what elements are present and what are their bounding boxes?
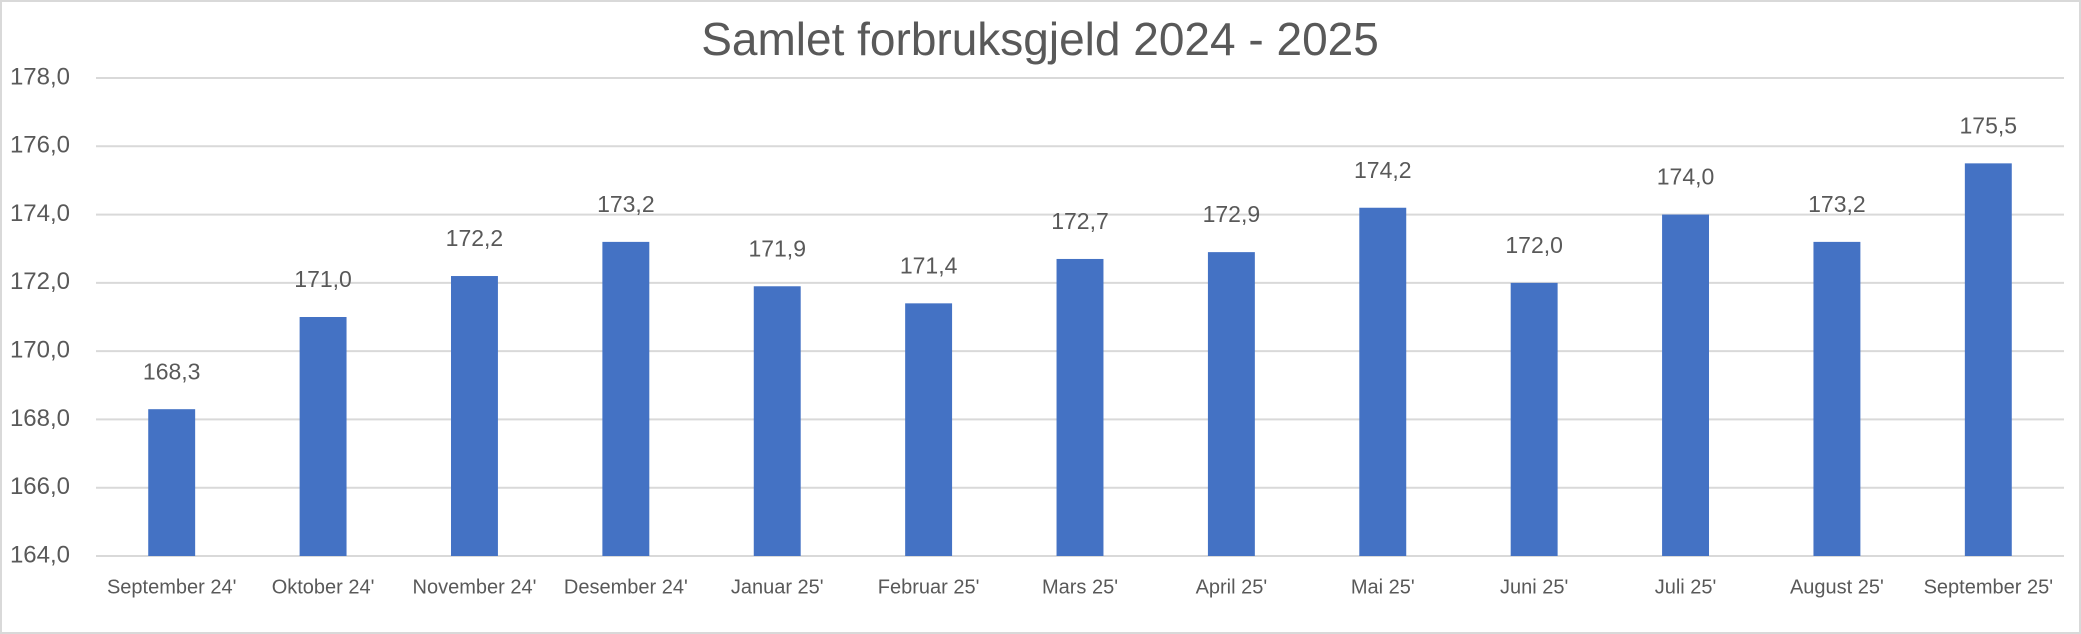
value-label: 173,2 — [597, 191, 655, 217]
bar — [148, 409, 196, 556]
x-tick-label: September 24' — [107, 576, 236, 598]
value-label: 174,2 — [1354, 157, 1412, 183]
x-tick-label: November 24' — [413, 576, 537, 598]
x-tick-label: Juni 25' — [1500, 576, 1568, 598]
value-label: 175,5 — [1960, 112, 2018, 138]
x-tick-label: Mai 25' — [1351, 576, 1415, 598]
x-tick-label: April 25' — [1196, 576, 1268, 598]
chart-title: Samlet forbruksgjeld 2024 - 2025 — [701, 13, 1379, 65]
bar — [1056, 258, 1104, 556]
y-tick-label: 174,0 — [10, 200, 70, 227]
bar — [753, 286, 801, 556]
y-tick-label: 172,0 — [10, 268, 70, 295]
bar — [299, 317, 347, 556]
value-label: 171,9 — [748, 235, 806, 261]
bar — [1510, 282, 1558, 556]
y-tick-label: 170,0 — [10, 336, 70, 363]
bar — [1359, 207, 1407, 556]
value-label: 173,2 — [1808, 191, 1866, 217]
bar — [1207, 252, 1255, 556]
x-tick-label: Februar 25' — [878, 576, 980, 598]
bar — [1964, 163, 2012, 556]
bar — [1662, 214, 1710, 557]
bar — [602, 241, 650, 556]
y-tick-label: 176,0 — [10, 132, 70, 159]
bar — [450, 276, 498, 556]
bar — [905, 303, 953, 556]
value-label: 172,7 — [1051, 208, 1109, 234]
y-tick-label: 168,0 — [10, 405, 70, 432]
x-tick-label: August 25' — [1790, 576, 1884, 598]
value-label: 174,0 — [1657, 164, 1715, 190]
x-tick-label: Januar 25' — [731, 576, 824, 598]
y-tick-label: 178,0 — [10, 63, 70, 90]
x-tick-label: Desember 24' — [564, 576, 688, 598]
x-tick-label: Mars 25' — [1042, 576, 1118, 598]
value-label: 172,2 — [446, 225, 504, 251]
y-tick-label: 164,0 — [10, 541, 70, 568]
value-label: 171,4 — [900, 252, 958, 278]
bar — [1813, 241, 1861, 556]
x-tick-label: September 25' — [1924, 576, 2053, 598]
value-label: 172,9 — [1203, 201, 1261, 227]
y-tick-label: 166,0 — [10, 473, 70, 500]
value-label: 172,0 — [1505, 232, 1563, 258]
value-label: 168,3 — [143, 358, 201, 384]
x-tick-label: Oktober 24' — [272, 576, 375, 598]
x-tick-label: Juli 25' — [1655, 576, 1717, 598]
value-label: 171,0 — [294, 266, 352, 292]
